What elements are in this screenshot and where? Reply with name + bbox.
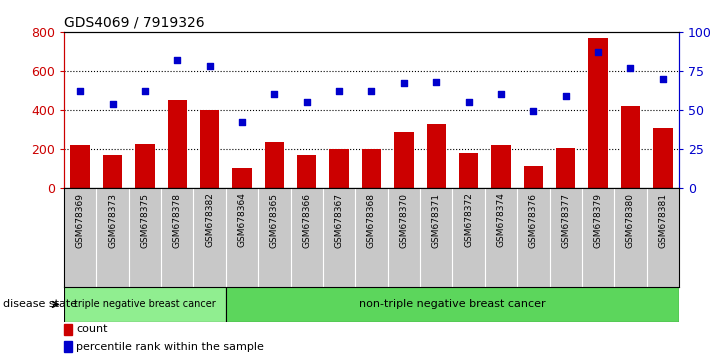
- Bar: [70, 145, 90, 188]
- Point: [171, 57, 183, 63]
- Text: disease state: disease state: [4, 299, 77, 309]
- Bar: [64, 324, 72, 335]
- Point: [657, 76, 668, 81]
- Point: [333, 88, 345, 94]
- Text: GSM678368: GSM678368: [367, 193, 376, 247]
- Text: non-triple negative breast cancer: non-triple negative breast cancer: [359, 299, 546, 309]
- Bar: [621, 106, 640, 188]
- Text: GSM678379: GSM678379: [594, 193, 603, 247]
- Text: percentile rank within the sample: percentile rank within the sample: [76, 342, 264, 352]
- Point: [431, 79, 442, 85]
- Text: count: count: [76, 324, 108, 334]
- Bar: [653, 128, 673, 188]
- Point: [75, 88, 86, 94]
- Text: GSM678367: GSM678367: [335, 193, 343, 247]
- Bar: [103, 155, 122, 188]
- Bar: [491, 145, 510, 188]
- Point: [528, 108, 539, 114]
- Point: [560, 93, 572, 98]
- Text: GSM678378: GSM678378: [173, 193, 182, 247]
- Point: [204, 63, 215, 69]
- Point: [496, 91, 507, 97]
- Point: [592, 49, 604, 55]
- Bar: [264, 142, 284, 188]
- Text: GSM678371: GSM678371: [432, 193, 441, 247]
- Bar: [200, 110, 220, 188]
- Point: [139, 88, 151, 94]
- Bar: [226, 287, 679, 322]
- Bar: [232, 168, 252, 188]
- Bar: [329, 149, 349, 188]
- Text: triple negative breast cancer: triple negative breast cancer: [74, 299, 215, 309]
- Text: GSM678374: GSM678374: [496, 193, 506, 247]
- Text: GSM678381: GSM678381: [658, 193, 668, 247]
- Bar: [556, 148, 575, 188]
- Point: [236, 119, 247, 125]
- Text: GSM678369: GSM678369: [75, 193, 85, 247]
- Bar: [135, 144, 154, 188]
- Point: [398, 80, 410, 86]
- Point: [365, 88, 377, 94]
- Point: [463, 99, 474, 105]
- Text: GSM678366: GSM678366: [302, 193, 311, 247]
- Text: GDS4069 / 7919326: GDS4069 / 7919326: [64, 15, 205, 29]
- Text: GSM678376: GSM678376: [529, 193, 538, 247]
- Bar: [362, 149, 381, 188]
- Text: GSM678372: GSM678372: [464, 193, 473, 247]
- Point: [301, 99, 312, 105]
- Text: GSM678375: GSM678375: [140, 193, 149, 247]
- Text: GSM678370: GSM678370: [400, 193, 408, 247]
- Text: GSM678364: GSM678364: [237, 193, 247, 247]
- Point: [625, 65, 636, 70]
- Bar: [64, 287, 226, 322]
- Text: GSM678382: GSM678382: [205, 193, 214, 247]
- Text: GSM678377: GSM678377: [561, 193, 570, 247]
- Text: GSM678373: GSM678373: [108, 193, 117, 247]
- Bar: [589, 38, 608, 188]
- Bar: [427, 124, 446, 188]
- Bar: [64, 341, 72, 353]
- Point: [269, 91, 280, 97]
- Bar: [523, 166, 543, 188]
- Bar: [394, 132, 414, 188]
- Bar: [168, 100, 187, 188]
- Text: GSM678380: GSM678380: [626, 193, 635, 247]
- Point: [107, 101, 118, 106]
- Text: GSM678365: GSM678365: [270, 193, 279, 247]
- Bar: [459, 153, 479, 188]
- Bar: [297, 154, 316, 188]
